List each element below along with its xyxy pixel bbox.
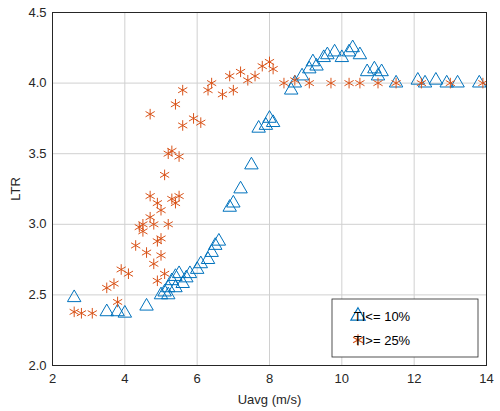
svg-text:LTR: LTR (8, 177, 23, 201)
svg-text:10: 10 (335, 371, 349, 386)
svg-text:3.0: 3.0 (28, 216, 46, 231)
svg-text:6: 6 (194, 371, 201, 386)
svg-text:3.5: 3.5 (28, 146, 46, 161)
svg-text:4.0: 4.0 (28, 75, 46, 90)
svg-text:4.5: 4.5 (28, 5, 46, 20)
svg-text:2: 2 (49, 371, 56, 386)
svg-text:14: 14 (479, 371, 493, 386)
svg-text:4: 4 (121, 371, 128, 386)
svg-text:2.0: 2.0 (28, 358, 46, 373)
svg-text:2.5: 2.5 (28, 287, 46, 302)
svg-text:8: 8 (266, 371, 273, 386)
svg-text:TI<= 10%: TI<= 10% (354, 309, 411, 324)
svg-text:Uavg (m/s): Uavg (m/s) (238, 392, 302, 407)
svg-text:TI>= 25%: TI>= 25% (354, 333, 411, 348)
svg-text:12: 12 (407, 371, 421, 386)
